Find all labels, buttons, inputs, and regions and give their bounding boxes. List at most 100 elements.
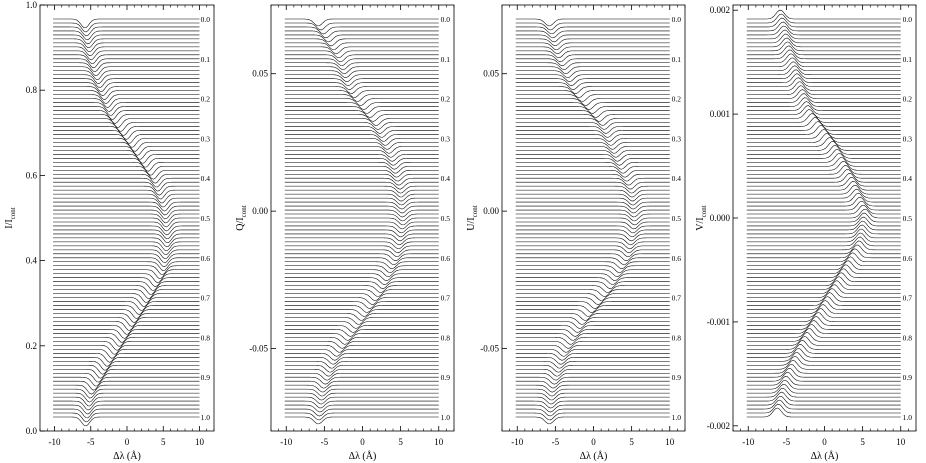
x-tick-label: 0 — [360, 437, 365, 447]
profile-line — [284, 126, 439, 134]
y-tick-label: 0.8 — [26, 85, 38, 95]
profile-line — [53, 333, 200, 343]
profile-line — [746, 89, 901, 99]
profile-line — [515, 185, 670, 194]
profile-line — [515, 34, 670, 43]
profile-line — [746, 109, 901, 119]
profile-line — [284, 62, 439, 71]
profile-line — [53, 126, 200, 136]
phase-label: 0.3 — [672, 134, 682, 143]
profile-line — [53, 380, 200, 391]
y-tick-label: -0.05 — [249, 344, 268, 354]
profile-line — [515, 114, 670, 122]
profile-line — [746, 332, 901, 342]
profile-line — [53, 384, 200, 395]
profile-line — [746, 37, 901, 48]
profile-line — [515, 217, 670, 226]
profile-line — [53, 301, 200, 311]
profile-line — [284, 30, 439, 39]
x-tick-label: -10 — [742, 437, 754, 447]
profile-line — [284, 86, 439, 94]
profile-line — [284, 281, 439, 289]
profile-line — [515, 78, 670, 86]
profile-line — [284, 173, 439, 182]
profile-line — [515, 388, 670, 397]
phase-label: 0.5 — [672, 214, 682, 223]
profile-line — [53, 269, 200, 279]
profile-line — [284, 361, 439, 369]
profile-line — [746, 49, 901, 60]
profile-line — [515, 177, 670, 186]
profile-line — [284, 372, 439, 381]
profile-line — [284, 269, 439, 277]
profile-line — [746, 85, 901, 95]
phase-label: 0.7 — [441, 294, 451, 303]
x-tick-label: -5 — [552, 437, 560, 447]
profile-line — [284, 122, 439, 130]
profile-line — [53, 122, 200, 132]
profile-line — [515, 58, 670, 67]
profile-line — [53, 412, 200, 423]
phase-label: 0.9 — [441, 373, 451, 382]
x-tick-label: 0 — [591, 437, 596, 447]
x-tick-label: 0 — [822, 437, 827, 447]
profile-line — [53, 221, 200, 232]
profile-line — [284, 50, 439, 59]
profile-line — [284, 26, 439, 35]
profile-line — [746, 29, 901, 40]
profile-line — [746, 152, 901, 163]
profile-line — [284, 74, 439, 82]
profile-line — [53, 368, 200, 379]
profile-line — [284, 261, 439, 269]
profile-line — [515, 94, 670, 102]
profile-line — [746, 300, 901, 310]
profile-line — [515, 66, 670, 75]
profile-line — [746, 184, 901, 195]
profile-line — [53, 193, 200, 204]
profile-line — [515, 277, 670, 285]
profile-line — [746, 248, 901, 259]
profile-line — [515, 261, 670, 270]
profile-line — [53, 177, 200, 188]
profile-line — [746, 133, 901, 143]
profile-line — [515, 357, 670, 365]
profile-line — [515, 42, 670, 51]
phase-label: 0.2 — [441, 95, 451, 104]
profile-line — [746, 316, 901, 326]
profile-line — [746, 9, 901, 20]
profile-line — [284, 384, 439, 393]
phase-label: 0.0 — [903, 15, 913, 24]
profile-line — [284, 325, 439, 333]
profile-line — [515, 233, 670, 242]
profile-line — [515, 384, 670, 393]
profile-line — [746, 228, 901, 239]
profile-line — [746, 93, 901, 103]
profile-line — [746, 284, 901, 294]
profile-line — [515, 158, 670, 166]
profile-line — [284, 205, 439, 214]
profile-line — [284, 106, 439, 114]
y-tick-label: 0.2 — [26, 341, 37, 351]
profile-line — [284, 38, 439, 47]
profile-line — [746, 391, 901, 402]
phase-label: 0.6 — [672, 254, 682, 263]
profile-line — [53, 361, 200, 371]
profile-line — [53, 404, 200, 415]
phase-label: 1.0 — [201, 413, 211, 422]
profile-line — [53, 150, 200, 160]
profile-line — [53, 217, 200, 228]
profile-line — [746, 376, 901, 386]
x-tick-label: 5 — [860, 437, 865, 447]
profile-line — [284, 169, 439, 178]
profile-line — [284, 177, 439, 186]
profile-line — [746, 129, 901, 139]
profile-line — [53, 78, 200, 88]
phase-label: 0.8 — [441, 333, 451, 342]
profile-line — [284, 249, 439, 258]
profile-line — [515, 205, 670, 214]
profile-line — [515, 62, 670, 71]
profile-line — [53, 30, 200, 41]
profile-line — [53, 58, 200, 69]
profile-line — [53, 309, 200, 319]
phase-label: 0.8 — [672, 333, 682, 342]
